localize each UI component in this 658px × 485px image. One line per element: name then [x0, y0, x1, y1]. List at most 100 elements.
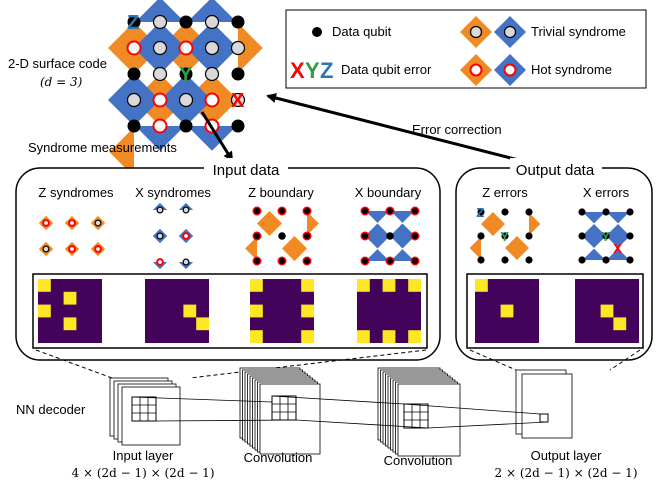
grid-hot-cell — [250, 304, 263, 318]
orange-boundary — [238, 23, 263, 73]
z-errors-lattice: ZY — [469, 205, 541, 264]
grid-hot-cell — [408, 279, 421, 292]
blue-plaquette — [365, 223, 390, 249]
kernel-projection-line — [271, 395, 405, 405]
grid-hot-cell — [196, 317, 209, 331]
boundary-data-qubit — [360, 206, 370, 216]
trivial-syndrome — [204, 66, 220, 82]
grid-hot-cell — [357, 279, 370, 292]
blue-boundary — [152, 202, 168, 210]
input-title-mask — [204, 158, 288, 178]
surface-code-lattice: Z Y X — [108, 0, 263, 177]
x-syndromes-lattice — [152, 202, 194, 270]
data-qubit — [578, 208, 586, 216]
blue-boundary — [365, 211, 390, 223]
output-layer-stack — [515, 369, 573, 439]
input-channel-label-z-syndromes: Z syndromes — [38, 185, 114, 200]
legend-trivial-syndrome: Trivial syndrome — [531, 24, 626, 39]
blue-boundary — [582, 248, 606, 260]
trivial-syndrome — [156, 206, 164, 214]
boundary-data-qubit — [385, 206, 395, 216]
blue-plaquette — [582, 224, 606, 248]
blue-boundary — [187, 126, 237, 151]
y-error-mark: Y — [601, 229, 610, 244]
boundary-data-qubit — [252, 231, 262, 241]
boundary-data-qubit — [302, 256, 312, 266]
output-data-title: Output data — [516, 162, 595, 179]
kernel-window — [271, 395, 297, 421]
boundary-data-qubit — [385, 256, 395, 266]
trivial-syndrome — [204, 14, 220, 30]
data-qubit-legend-icon — [312, 27, 322, 37]
surface-code-param: (d = 3) — [40, 75, 83, 89]
data-qubit — [602, 256, 610, 264]
input-channel-label-z-boundary: Z boundary — [248, 185, 314, 200]
x-error-mark: X — [613, 241, 622, 256]
orange-plaquette — [282, 236, 307, 261]
data-qubit — [231, 15, 245, 29]
orange-plaquette — [257, 211, 282, 236]
grid-hot-cell — [38, 279, 51, 292]
orange-boundary — [307, 211, 319, 236]
data-qubit — [626, 232, 634, 240]
orange-boundary — [109, 127, 134, 177]
boundary-data-qubit — [302, 206, 312, 216]
data-qubit — [231, 67, 245, 81]
z-boundary-lattice — [245, 206, 319, 266]
grid-hot-cell — [301, 304, 314, 318]
data-qubit — [127, 15, 141, 29]
grid-hot-cell — [382, 330, 396, 343]
blue-boundary — [178, 202, 194, 210]
blue-boundary — [187, 0, 237, 22]
data-qubit — [525, 232, 533, 240]
hot-syndrome — [126, 40, 142, 56]
output-channel-label-x-errors: X errors — [583, 185, 630, 200]
boundary-data-qubit — [252, 206, 262, 216]
y-error-mark: Y — [500, 229, 509, 244]
error-letter-y: Y — [305, 58, 320, 83]
trivial-syndrome — [230, 92, 246, 108]
hot-syndrome — [152, 92, 168, 108]
hot-syndrome — [204, 92, 220, 108]
legend-data-qubit: Data qubit — [332, 24, 392, 39]
hot-ancilla — [469, 63, 483, 77]
data-qubit — [578, 256, 586, 264]
legend: Data qubit X Y Z Data qubit error Trivia… — [285, 9, 647, 89]
blue-boundary — [135, 126, 185, 151]
z-syndromes-grid — [38, 279, 102, 343]
convolution-kernel-lines — [131, 395, 549, 429]
blue-boundary — [390, 249, 415, 261]
hot-syndrome — [42, 219, 50, 227]
output-dashed-connector-right — [609, 349, 641, 371]
blue-boundary — [606, 212, 630, 224]
data-qubit — [525, 256, 533, 264]
kernel-projection-line — [155, 419, 297, 422]
syndrome-measurement-arrow — [200, 111, 234, 162]
output-layer-shape: 2 × (2d − 1) × (2d − 1) — [495, 466, 638, 480]
grid-hot-cell — [301, 330, 314, 343]
surface-code-label: 2-D surface code — [8, 56, 107, 71]
hot-syndrome — [178, 40, 194, 56]
data-qubit — [386, 232, 394, 240]
z-syndromes-lattice — [38, 215, 106, 257]
output-title-mask — [510, 158, 602, 178]
error-letter-x: X — [290, 58, 305, 83]
output-layer-label: Output layer — [531, 448, 602, 463]
nn-decoder-label: NN decoder — [16, 402, 86, 417]
output-cell — [539, 413, 549, 423]
kernel-window — [131, 396, 157, 422]
convolution-1-label: Convolution — [244, 450, 313, 465]
grid-hot-cell — [613, 317, 627, 331]
trivial-syndrome — [182, 258, 190, 266]
trivial-syndrome — [42, 245, 50, 253]
orange-boundary — [469, 236, 481, 260]
grid-hot-cell — [63, 317, 77, 331]
grid-hot-cell — [63, 291, 77, 305]
data-qubit — [626, 256, 634, 264]
z-error-mark: Z — [476, 205, 484, 220]
boundary-data-qubit — [360, 231, 370, 241]
output-channel-label-z-errors: Z errors — [482, 185, 528, 200]
error-correction-label: Error correction — [412, 122, 502, 137]
input-dashed-connector-right — [189, 349, 427, 379]
